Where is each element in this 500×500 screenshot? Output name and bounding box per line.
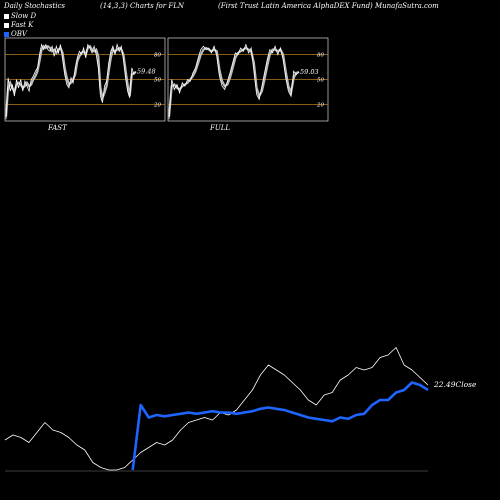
- full-gridlines: 80 50 20: [168, 53, 328, 108]
- chart-header-fund: (First Trust Latin America AlphaDEX Fund…: [218, 2, 439, 10]
- full-tick-label-50: 50: [317, 78, 324, 84]
- fast-tick-label-20: 20: [153, 102, 161, 108]
- price-obv-series: [4, 347, 429, 472]
- full-panel: 80 50 20 59.03 FULL: [167, 37, 329, 132]
- full-last-value-label: 59.03: [300, 68, 319, 76]
- fast-tick-label-80: 80: [154, 53, 161, 59]
- chart-header-symbol: (14,3,3) Charts for FLN: [100, 2, 184, 10]
- full-line-fast-k: [168, 43, 300, 120]
- fast-tick-label-50: 50: [154, 78, 161, 84]
- fast-panel: 80 50 20 59.48 FAST: [4, 37, 166, 132]
- full-series: [167, 43, 300, 120]
- obv-line: [131, 381, 429, 471]
- legend-item-slow-d: Slow D: [4, 12, 36, 20]
- price-line: [4, 347, 429, 471]
- legend-label-slow-d: Slow D: [11, 12, 37, 20]
- legend-swatch-obv: [4, 31, 9, 37]
- full-panel-title: FULL: [209, 124, 230, 132]
- price-obv-chart: 22.49Close: [4, 347, 477, 472]
- fast-last-value-label: 59.48: [137, 68, 156, 76]
- chart-header-title: Daily Stochastics: [4, 2, 66, 10]
- legend-label-obv: OBV: [11, 30, 27, 38]
- legend-swatch-fast-k: [4, 22, 9, 28]
- fast-series: [4, 43, 137, 120]
- fast-line-fast-k: [5, 43, 137, 120]
- legend-label-fast-k: Fast K: [11, 21, 34, 29]
- legend-item-fast-k: Fast K: [4, 21, 33, 29]
- legend-swatch-slow-d: [4, 13, 9, 19]
- legend-item-obv: OBV: [4, 30, 27, 38]
- close-price-label: 22.49Close: [433, 380, 477, 389]
- full-tick-label-20: 20: [316, 102, 324, 108]
- fast-panel-title: FAST: [47, 124, 68, 132]
- full-tick-label-80: 80: [317, 53, 324, 59]
